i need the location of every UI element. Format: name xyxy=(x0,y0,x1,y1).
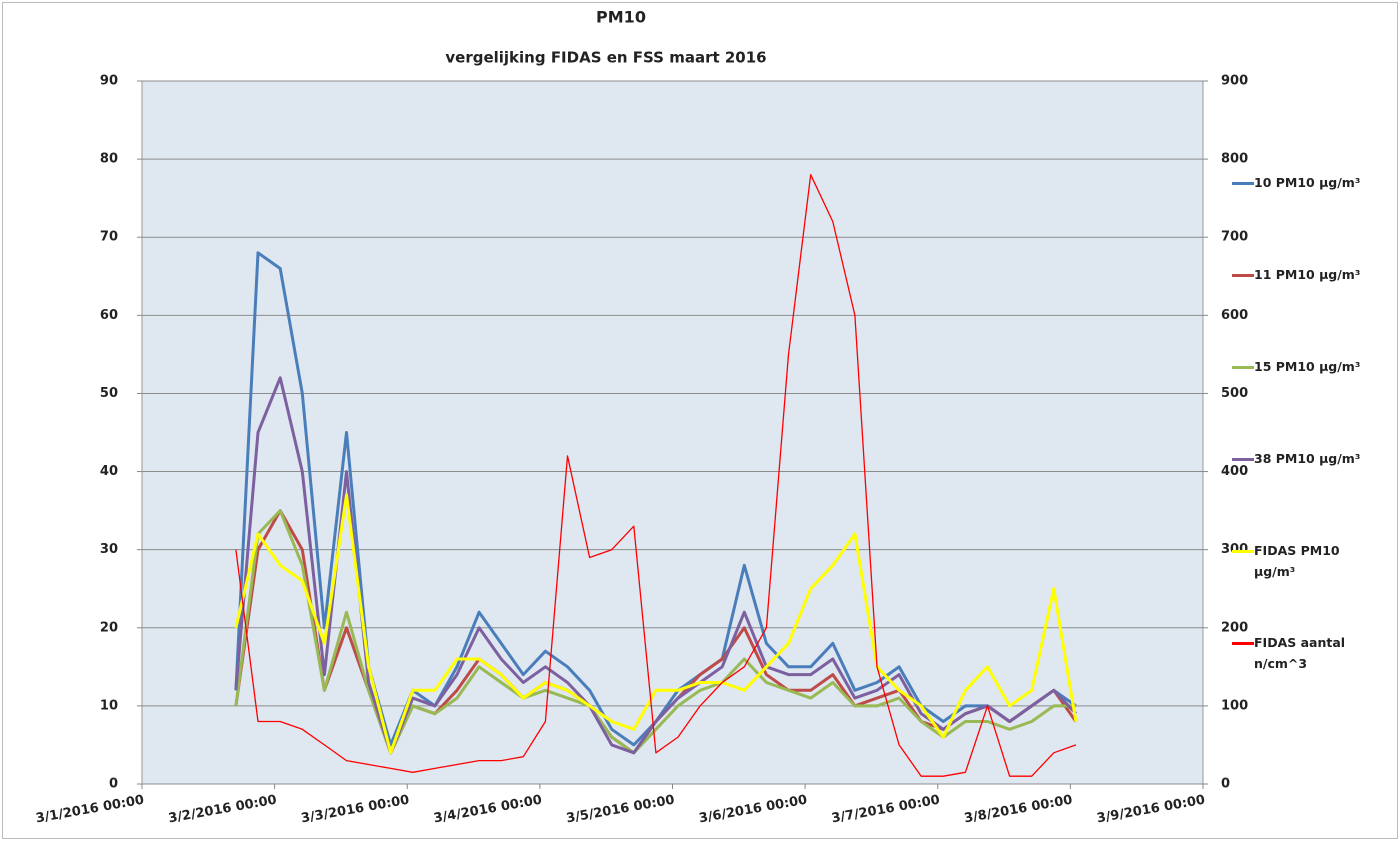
y-tick-label: 10 xyxy=(100,698,118,713)
x-tick-label: 3/8/2016 00:00 xyxy=(963,793,1074,827)
x-tick-label: 3/6/2016 00:00 xyxy=(698,793,809,827)
x-tick-label: 3/1/2016 00:00 xyxy=(35,793,146,827)
legend-item: FIDAS PM10 µg/m³ xyxy=(1232,540,1400,632)
legend-label: FIDAS PM10 µg/m³ xyxy=(1254,543,1340,579)
legend-item: 15 PM10 µg/m³ xyxy=(1232,356,1400,448)
legend-item: 11 PM10 µg/m³ xyxy=(1232,264,1400,356)
y-tick-label: 30 xyxy=(100,542,118,557)
y2-tick-label: 100 xyxy=(1221,698,1248,713)
y-tick-label: 90 xyxy=(100,74,118,89)
chart-title: PM10 xyxy=(596,8,646,27)
y2-tick-label: 300 xyxy=(1221,542,1248,557)
y2-tick-label: 800 xyxy=(1221,152,1248,167)
y-tick-label: 20 xyxy=(100,620,118,635)
y-tick-label: 40 xyxy=(100,464,118,479)
y-tick-label: 80 xyxy=(100,152,118,167)
series-line xyxy=(234,493,1078,755)
y2-tick-label: 700 xyxy=(1221,230,1248,245)
legend-swatch xyxy=(1232,458,1254,461)
y2-tick-label: 900 xyxy=(1221,74,1248,89)
legend-swatch xyxy=(1232,550,1254,553)
legend-swatch xyxy=(1232,274,1254,277)
y2-tick-label: 500 xyxy=(1221,386,1248,401)
series-line xyxy=(234,376,1077,755)
chart-subtitle: vergelijking FIDAS en FSS maart 2016 xyxy=(445,49,766,67)
x-tick-label: 3/5/2016 00:00 xyxy=(565,793,676,827)
legend-label: 10 PM10 µg/m³ xyxy=(1254,175,1361,190)
y2-tick-label: 200 xyxy=(1221,620,1248,635)
x-tick-label: 3/4/2016 00:00 xyxy=(433,793,544,827)
series-line xyxy=(234,509,1076,755)
x-tick-label: 3/2/2016 00:00 xyxy=(167,793,278,827)
legend-label: 11 PM10 µg/m³ xyxy=(1254,267,1361,282)
x-tick-label: 3/9/2016 00:00 xyxy=(1096,793,1207,827)
legend-swatch xyxy=(1232,366,1254,369)
legend-swatch xyxy=(1232,182,1254,185)
y-tick-label: 60 xyxy=(100,308,118,323)
y-tick-label: 70 xyxy=(100,230,118,245)
legend-label: 38 PM10 µg/m³ xyxy=(1254,451,1361,466)
y-tick-label: 50 xyxy=(100,386,118,401)
y2-tick-label: 0 xyxy=(1221,777,1230,792)
plot-area xyxy=(141,80,1204,785)
y2-tick-label: 600 xyxy=(1221,308,1248,323)
legend: 10 PM10 µg/m³ 11 PM10 µg/m³ 15 PM10 µg/m³ 3… xyxy=(1232,172,1400,724)
legend-label: FIDAS aantal n/cm^3 xyxy=(1254,635,1346,671)
x-tick-label: 3/3/2016 00:00 xyxy=(300,793,411,827)
x-tick-label: 3/7/2016 00:00 xyxy=(830,793,941,827)
legend-label: 15 PM10 µg/m³ xyxy=(1254,359,1361,374)
series-line xyxy=(235,174,1077,777)
legend-swatch xyxy=(1232,642,1254,645)
legend-item: 38 PM10 µg/m³ xyxy=(1232,448,1400,540)
legend-item: FIDAS aantal n/cm^3 xyxy=(1232,632,1400,724)
y2-tick-label: 400 xyxy=(1221,464,1248,479)
legend-item: 10 PM10 µg/m³ xyxy=(1232,172,1400,264)
y-tick-label: 0 xyxy=(109,777,118,792)
